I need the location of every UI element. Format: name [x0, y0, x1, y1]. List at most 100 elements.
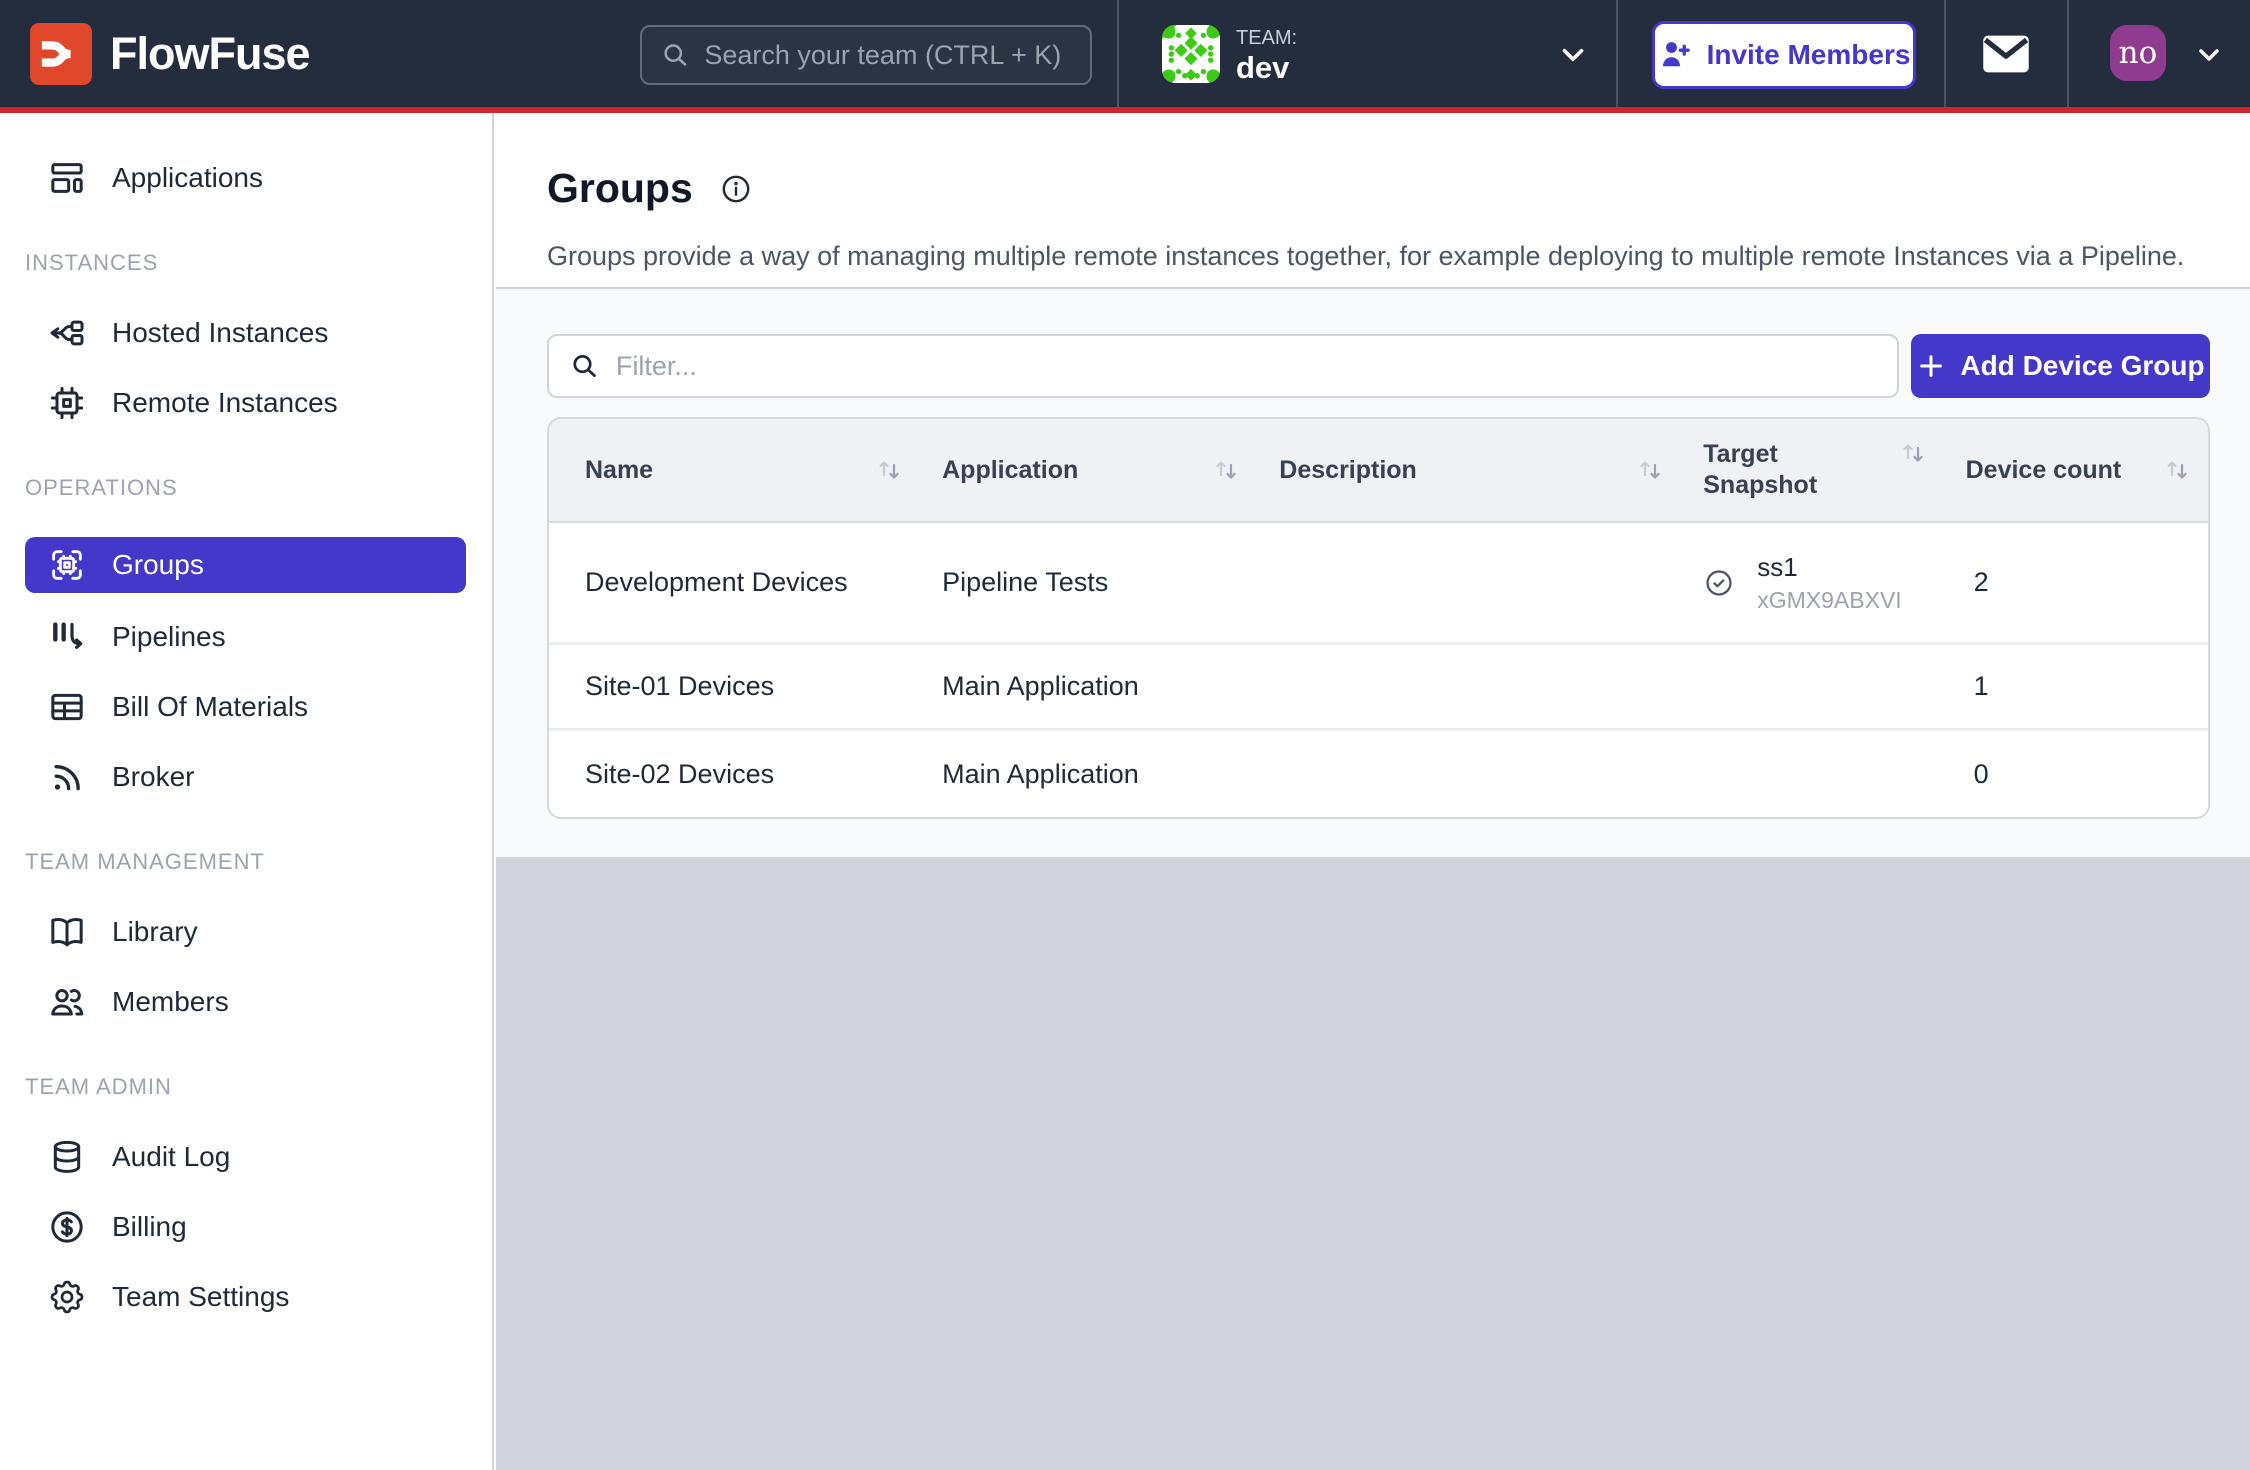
user-plus-icon: [1662, 42, 1690, 67]
sidebar-section-operations: OPERATIONS: [25, 475, 178, 500]
group-name: Development Devices: [585, 567, 848, 597]
sidebar-label: Pipelines: [112, 621, 226, 652]
filter-search-icon: [573, 355, 596, 377]
team-avatar: [1162, 25, 1220, 83]
snapshot-id: xGMX9ABXVI: [1757, 586, 1902, 613]
sidebar-label: Billing: [112, 1211, 187, 1242]
brand-name: FlowFuse: [110, 28, 311, 79]
page-header: Groups Groups provide a way of managing …: [496, 113, 2250, 287]
members-icon: [51, 988, 84, 1016]
snapshot-name: ss1: [1757, 551, 1798, 582]
sidebar-label: Library: [112, 916, 198, 947]
check-circle-icon: [1706, 569, 1732, 596]
sort-icon[interactable]: [2162, 455, 2192, 485]
sidebar-item-pipelines[interactable]: Pipelines: [0, 609, 492, 665]
target-snapshot: ss1 xGMX9ABXVI: [1703, 551, 1902, 614]
group-application: Main Application: [942, 671, 1139, 701]
team-search-input[interactable]: [704, 39, 1072, 71]
user-menu-chevron-icon[interactable]: [2193, 39, 2225, 71]
table-row[interactable]: Site-02 Devices Main Application 0: [549, 731, 2208, 817]
add-device-group-label: Add Device Group: [1960, 350, 2205, 381]
sidebar-item-applications[interactable]: Applications: [0, 150, 492, 206]
sidebar-label: Bill Of Materials: [112, 691, 309, 722]
user-avatar[interactable]: no: [2110, 25, 2166, 81]
sidebar-item-team-settings[interactable]: Team Settings: [0, 1269, 492, 1325]
team-selector[interactable]: TEAM: dev: [1150, 0, 1616, 107]
sidebar-label: Groups: [112, 549, 204, 580]
team-search-box: [640, 25, 1092, 85]
content-footer-area: [496, 857, 2250, 1470]
sidebar-section-instances: INSTANCES: [25, 250, 159, 275]
flowfuse-logo-icon: [30, 23, 92, 85]
info-icon[interactable]: [719, 172, 753, 206]
filter-box: [547, 334, 1899, 398]
device-count: 0: [1973, 758, 1989, 789]
sidebar: Applications INSTANCES Hosted Instances …: [0, 113, 494, 1470]
chevron-down-icon: [1562, 48, 1584, 62]
header-divider: [496, 287, 2250, 289]
library-icon: [51, 918, 83, 947]
sidebar-section-team-management: TEAM MANAGEMENT: [25, 849, 265, 874]
column-header-name[interactable]: Name: [585, 455, 942, 485]
table-row[interactable]: Development Devices Pipeline Tests ss1 x…: [549, 523, 2208, 645]
hosted-instances-icon: [50, 320, 84, 346]
group-name: Site-01 Devices: [585, 671, 775, 701]
team-name: dev: [1236, 50, 1290, 85]
sidebar-item-hosted-instances[interactable]: Hosted Instances: [0, 305, 492, 361]
applications-icon: [51, 163, 83, 193]
page-description: Groups provide a way of managing multipl…: [547, 241, 2185, 271]
sidebar-item-billing[interactable]: Billing: [0, 1199, 492, 1255]
sort-icon[interactable]: [1635, 455, 1665, 485]
sidebar-label: Hosted Instances: [112, 317, 329, 348]
sidebar-section-team-admin: TEAM ADMIN: [25, 1074, 172, 1099]
team-label: TEAM:: [1236, 27, 1298, 49]
sidebar-item-members[interactable]: Members: [0, 974, 492, 1030]
sidebar-label: Applications: [112, 162, 263, 193]
notifications-button[interactable]: [1975, 26, 2037, 82]
broker-icon: [54, 765, 80, 791]
filter-input[interactable]: [615, 350, 1877, 382]
navbar-divider: [1117, 0, 1119, 107]
sidebar-item-library[interactable]: Library: [0, 904, 492, 960]
groups-table: Name Application Descrip: [547, 417, 2210, 819]
sidebar-item-audit-log[interactable]: Audit Log: [0, 1129, 492, 1185]
table-row[interactable]: Site-01 Devices Main Application 1: [549, 645, 2208, 731]
flowfuse-logo[interactable]: FlowFuse: [30, 23, 311, 85]
sort-icon[interactable]: [1211, 455, 1241, 485]
navbar-divider: [1944, 0, 1946, 107]
top-navbar: FlowFuse: [0, 0, 2250, 113]
column-header-target-snapshot[interactable]: Target Snapshot: [1703, 438, 1965, 502]
bill-of-materials-icon: [51, 693, 83, 721]
invite-members-label: Invite Members: [1706, 39, 1911, 70]
group-application: Pipeline Tests: [942, 567, 1109, 597]
invite-members-button[interactable]: Invite Members: [1652, 21, 1916, 89]
navbar-divider: [2067, 0, 2069, 107]
column-header-description[interactable]: Description: [1279, 455, 1703, 485]
page-title: Groups: [547, 165, 693, 211]
sidebar-item-bill-of-materials[interactable]: Bill Of Materials: [0, 679, 492, 735]
column-header-application[interactable]: Application: [942, 455, 1279, 485]
user-initials: no: [2118, 35, 2158, 71]
audit-log-icon: [53, 1140, 81, 1173]
gear-icon: [50, 1280, 84, 1314]
sidebar-item-broker[interactable]: Broker: [0, 749, 492, 805]
content-area: Add Device Group Name Application: [496, 289, 2250, 857]
sidebar-label: Members: [112, 986, 229, 1017]
column-header-device-count[interactable]: Device count: [1966, 455, 2208, 485]
sort-icon[interactable]: [874, 455, 904, 485]
groups-icon: [52, 550, 82, 580]
group-application: Main Application: [942, 758, 1139, 789]
pipelines-icon: [53, 622, 83, 649]
sort-icon[interactable]: [1898, 438, 1928, 468]
sidebar-label: Audit Log: [112, 1141, 231, 1172]
sidebar-item-groups[interactable]: Groups: [25, 537, 466, 593]
sidebar-label: Team Settings: [112, 1281, 290, 1312]
group-name: Site-02 Devices: [585, 758, 775, 789]
mail-icon: [1983, 35, 2029, 73]
billing-icon: [51, 1211, 83, 1243]
add-device-group-button[interactable]: Add Device Group: [1911, 334, 2210, 398]
sidebar-label: Remote Instances: [112, 387, 338, 418]
sidebar-label: Broker: [112, 761, 195, 792]
device-count: 2: [1973, 567, 1989, 597]
sidebar-item-remote-instances[interactable]: Remote Instances: [0, 375, 492, 431]
